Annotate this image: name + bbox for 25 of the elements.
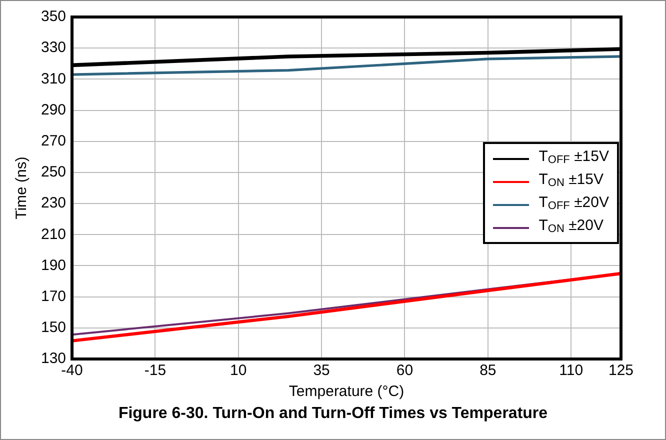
x-axis-title: Temperature (°C)	[288, 383, 404, 400]
y-tick-label: 230	[40, 194, 66, 212]
y-tick-label: 250	[40, 164, 66, 181]
y-tick-label: 150	[40, 319, 66, 336]
y-tick-label: 350	[40, 8, 66, 26]
x-tick-label: -15	[144, 362, 166, 380]
legend-label: T$_{OFF}$ ±15V	[538, 147, 609, 168]
y-axis-title: Time (ns)	[13, 156, 30, 220]
x-tick-label: 110	[559, 362, 584, 380]
legend-label: T$_{OFF}$ ±20V	[538, 193, 609, 214]
y-tick-label: 210	[40, 226, 66, 243]
text: Figure 6-30. Turn-On and Turn-Off Times vs Temperature	[117, 405, 549, 423]
x-tick-label: 35	[313, 362, 330, 380]
y-tick-label: 330	[40, 39, 66, 56]
y-tick-label: 190	[40, 256, 66, 274]
x-tick-label: 10	[230, 362, 247, 380]
x-tick-label: 85	[480, 362, 496, 380]
legend-label: T$_{ON}$ ±20V	[538, 216, 604, 237]
y-tick-label: 170	[40, 288, 66, 305]
y-tick-label: 310	[40, 70, 66, 88]
x-tick-label: 60	[396, 362, 414, 380]
y-tick-label: 290	[40, 101, 66, 118]
x-tick-label: 125	[608, 362, 634, 380]
legend-label: T$_{ON}$ ±15V	[538, 170, 604, 191]
y-tick-label: 270	[40, 132, 66, 150]
